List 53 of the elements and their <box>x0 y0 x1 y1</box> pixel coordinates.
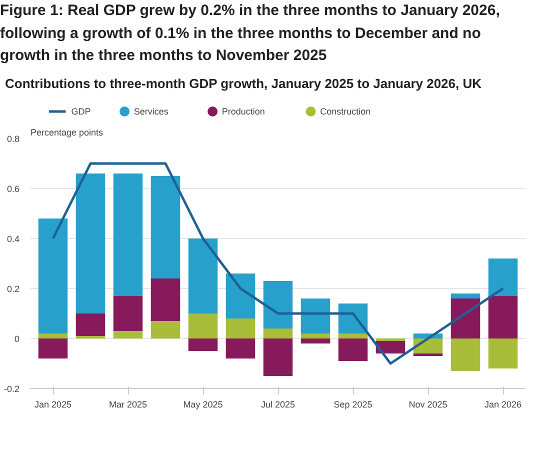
bar <box>300 338 330 344</box>
line-series <box>52 162 504 365</box>
bar <box>263 328 293 338</box>
bar <box>376 341 406 354</box>
bar <box>338 334 368 338</box>
legend-label: GDP <box>71 106 91 116</box>
bar <box>450 294 480 298</box>
bar <box>113 296 143 331</box>
y-tick-label: 0.8 <box>6 134 20 144</box>
bar <box>300 298 330 334</box>
chart-subtitle: Contributions to three-month GDP growth, January 2025 to January 2026, UK <box>5 74 482 93</box>
legend-label: Production <box>222 106 265 116</box>
bar <box>450 298 480 338</box>
bar <box>113 331 143 338</box>
bar <box>38 334 68 338</box>
bar <box>38 218 68 334</box>
bar <box>263 281 293 328</box>
x-tick-label: Jul 2025 <box>260 400 296 410</box>
y-tick-label: 0.2 <box>6 284 20 294</box>
x-tick-label: May 2025 <box>183 400 223 410</box>
bar <box>76 314 106 336</box>
y-axis-title: Percentage points <box>30 128 104 138</box>
bar <box>188 338 218 351</box>
bar <box>488 258 518 296</box>
bar <box>488 338 518 368</box>
bar <box>188 238 218 314</box>
bar <box>113 174 143 296</box>
x-tick-label: Sep 2025 <box>334 400 372 410</box>
legend-label: Services <box>134 106 169 116</box>
bar <box>338 338 368 361</box>
bar <box>150 321 180 338</box>
x-tick-label: Nov 2025 <box>408 400 448 410</box>
bar <box>488 296 518 338</box>
bar <box>76 174 106 314</box>
bar <box>226 338 256 358</box>
bar <box>188 314 218 338</box>
bar <box>226 318 256 338</box>
bar <box>150 278 180 321</box>
bar <box>263 338 293 376</box>
legend-label: Construction <box>320 106 371 116</box>
y-tick-label: -0.2 <box>4 384 20 394</box>
x-tick-label: Jan 2025 <box>34 400 72 410</box>
bar <box>300 334 330 338</box>
chart-title: Figure 1: Real GDP grew by 0.2% in the three months to January 2026, following a growth of 0.1% in the three months to December and no growth in the three months to November 2025 <box>0 1 501 66</box>
bar <box>226 274 256 318</box>
x-tick-label: Mar 2025 <box>108 400 148 410</box>
x-tick-label: Jan 2026 <box>484 400 522 410</box>
bar <box>150 176 180 278</box>
bar <box>38 338 68 358</box>
y-tick-label: 0.6 <box>6 184 20 194</box>
y-tick-label: 0.4 <box>6 234 20 244</box>
y-tick-label: 0 <box>14 334 20 344</box>
bar <box>450 338 480 371</box>
